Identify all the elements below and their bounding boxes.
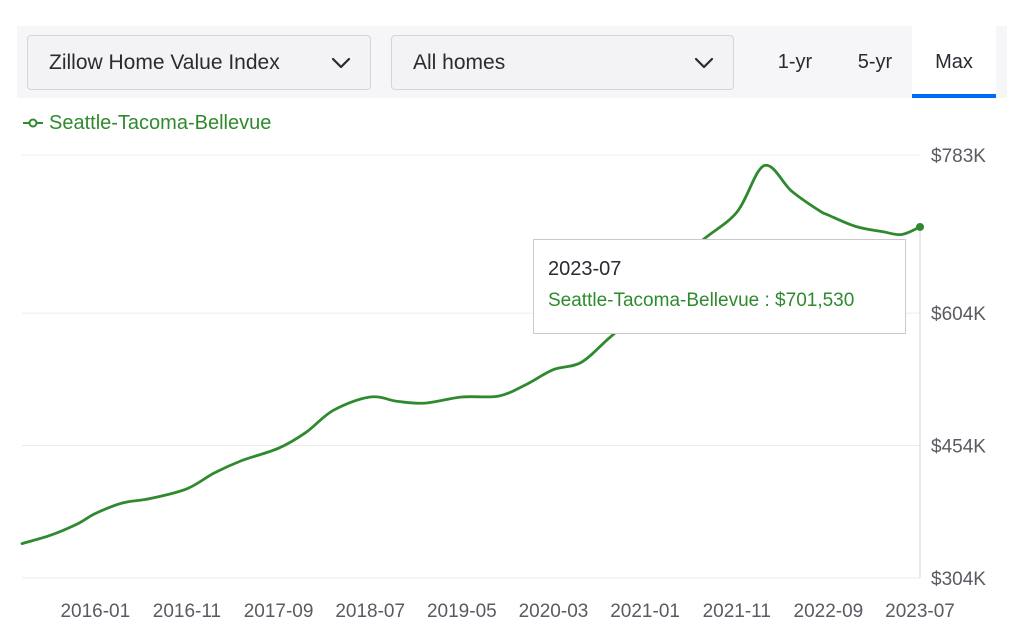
legend-item[interactable]: Seattle-Tacoma-Bellevue (23, 110, 271, 136)
y-tick-label: $454K (931, 437, 986, 458)
range-max-button[interactable]: Max (912, 26, 996, 98)
x-tick-label: 2021-11 (703, 601, 771, 622)
hover-point[interactable] (916, 222, 924, 231)
chevron-down-icon (331, 57, 351, 69)
x-tick-label: 2018-07 (335, 601, 405, 622)
y-tick-label: $783K (931, 146, 986, 167)
chart-toolbar: Zillow Home Value Index All homes 1-yr 5… (17, 26, 1007, 98)
home-type-dropdown[interactable]: All homes (391, 35, 734, 90)
y-tick-label: $304K (931, 569, 986, 590)
home-type-dropdown-label: All homes (413, 51, 506, 74)
x-tick-label: 2017-09 (244, 601, 314, 622)
x-tick-label: 2021-01 (610, 601, 680, 622)
legend-label: Seattle-Tacoma-Bellevue (49, 111, 272, 134)
range-5yr-button[interactable]: 5-yr (857, 51, 893, 73)
x-tick-label: 2023-07 (885, 601, 955, 622)
range-1yr-button[interactable]: 1-yr (777, 51, 813, 73)
chevron-down-icon (694, 57, 714, 69)
tooltip-series-value: Seattle-Tacoma-Bellevue : $701,530 (548, 290, 855, 311)
y-tick-label: $604K (931, 304, 986, 325)
tooltip-date: 2023-07 (548, 258, 622, 280)
x-tick-label: 2020-03 (519, 601, 589, 622)
x-tick-label: 2019-05 (427, 601, 497, 622)
metric-dropdown[interactable]: Zillow Home Value Index (27, 35, 371, 90)
metric-dropdown-label: Zillow Home Value Index (49, 51, 280, 74)
x-tick-label: 2022-09 (794, 601, 864, 622)
x-tick-label: 2016-01 (60, 601, 130, 622)
legend-line-marker-icon (23, 118, 43, 128)
chart-tooltip: 2023-07 Seattle-Tacoma-Bellevue : $701,5… (533, 239, 906, 334)
x-tick-label: 2016-11 (153, 601, 221, 622)
series-line[interactable] (20, 163, 922, 545)
